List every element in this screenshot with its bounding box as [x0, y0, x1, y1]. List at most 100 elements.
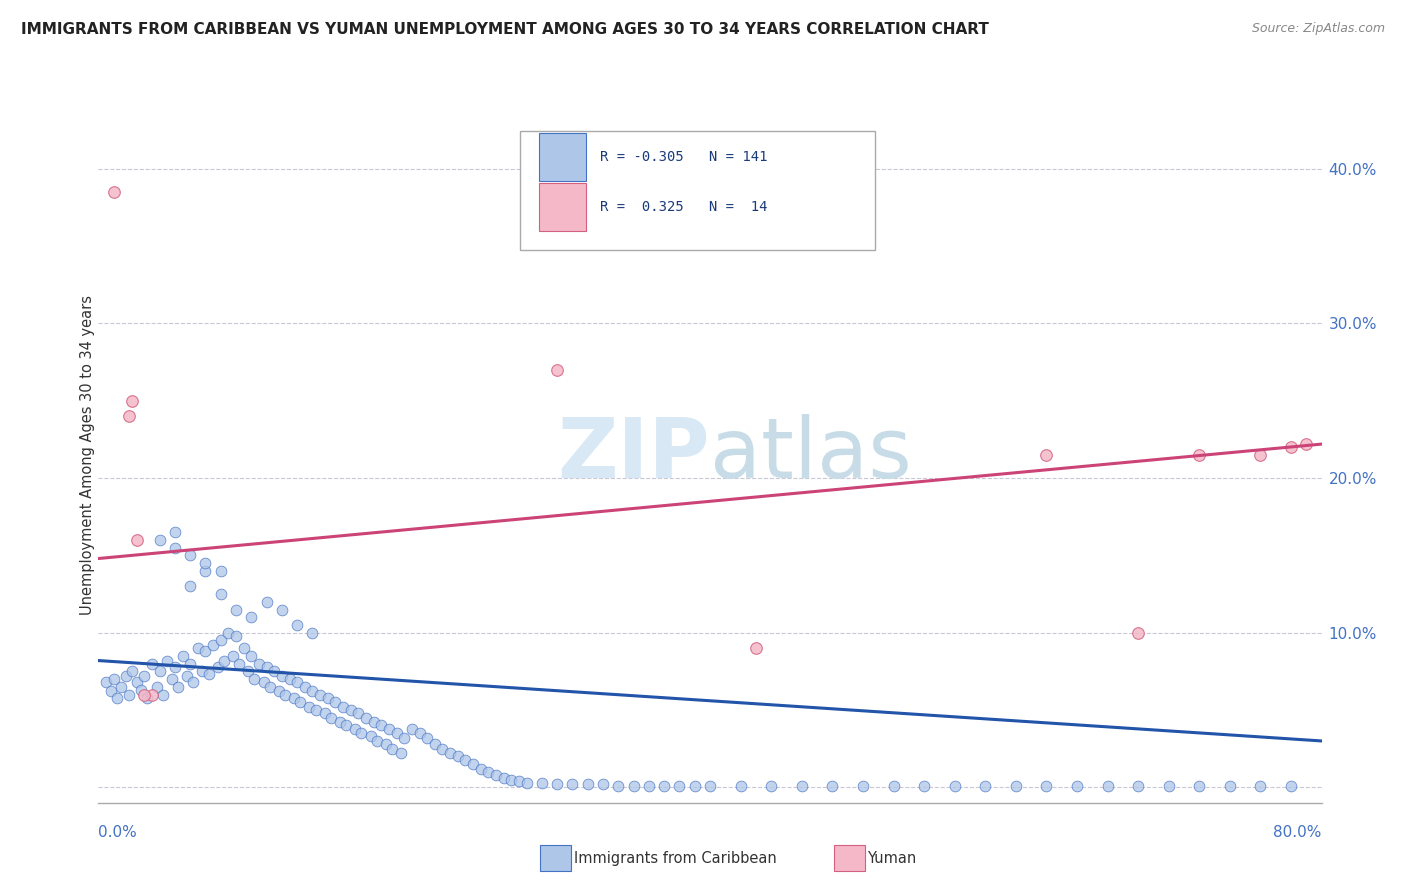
Point — [385, 726, 408, 740]
Point — [347, 706, 370, 720]
Point — [1128, 625, 1150, 640]
Point — [730, 779, 752, 793]
Point — [194, 644, 217, 658]
Point — [94, 675, 117, 690]
Text: atlas: atlas — [710, 415, 911, 495]
Point — [118, 688, 141, 702]
Point — [366, 734, 388, 748]
Point — [240, 610, 263, 624]
Point — [118, 409, 141, 424]
Text: IMMIGRANTS FROM CARIBBEAN VS YUMAN UNEMPLOYMENT AMONG AGES 30 TO 34 YEARS CORREL: IMMIGRANTS FROM CARIBBEAN VS YUMAN UNEMP… — [21, 22, 988, 37]
Point — [202, 638, 225, 652]
Point — [228, 657, 250, 671]
Point — [209, 633, 232, 648]
Point — [256, 659, 278, 673]
Point — [912, 779, 935, 793]
Point — [852, 779, 875, 793]
Point — [546, 363, 568, 377]
Point — [381, 741, 404, 756]
Point — [652, 779, 675, 793]
Point — [274, 688, 297, 702]
Point — [1097, 779, 1119, 793]
Point — [401, 722, 423, 736]
Point — [125, 675, 148, 690]
Point — [149, 533, 172, 547]
Point — [335, 718, 357, 732]
Point — [1295, 437, 1317, 451]
Point — [163, 659, 186, 673]
Point — [668, 779, 690, 793]
Point — [314, 706, 336, 720]
Point — [316, 690, 339, 705]
Point — [270, 602, 292, 616]
Point — [301, 684, 323, 698]
FancyBboxPatch shape — [538, 133, 586, 181]
Point — [225, 602, 247, 616]
Point — [278, 672, 301, 686]
Point — [134, 669, 156, 683]
Point — [1219, 779, 1241, 793]
Point — [883, 779, 905, 793]
Point — [1279, 779, 1302, 793]
Point — [309, 688, 332, 702]
Point — [141, 688, 163, 702]
Point — [267, 684, 290, 698]
Text: ZIP: ZIP — [558, 415, 710, 495]
Point — [149, 665, 172, 679]
Point — [374, 737, 396, 751]
Point — [354, 711, 377, 725]
Point — [172, 648, 194, 663]
Point — [238, 665, 260, 679]
Point — [270, 669, 292, 683]
Point — [152, 688, 174, 702]
Point — [121, 665, 143, 679]
Point — [298, 700, 321, 714]
Point — [105, 690, 128, 705]
Point — [974, 779, 997, 793]
Point — [222, 648, 245, 663]
Point — [283, 690, 305, 705]
Point — [508, 774, 530, 789]
Point — [160, 672, 183, 686]
Point — [470, 762, 492, 776]
Point — [344, 722, 367, 736]
Point — [339, 703, 361, 717]
Point — [294, 680, 316, 694]
Point — [637, 779, 661, 793]
Point — [136, 690, 159, 705]
Point — [217, 625, 239, 640]
Point — [163, 525, 186, 540]
Point — [134, 688, 156, 702]
Point — [329, 715, 352, 730]
Point — [1004, 779, 1026, 793]
Point — [1249, 779, 1271, 793]
Point — [252, 675, 274, 690]
Point — [263, 665, 285, 679]
Point — [432, 741, 454, 756]
Point — [141, 657, 163, 671]
Point — [461, 757, 484, 772]
Point — [243, 672, 266, 686]
Point — [125, 533, 148, 547]
Point — [561, 777, 583, 791]
Text: R =  0.325   N =  14: R = 0.325 N = 14 — [600, 200, 768, 214]
Point — [378, 722, 401, 736]
Point — [191, 665, 214, 679]
Point — [301, 625, 323, 640]
Point — [256, 595, 278, 609]
Point — [247, 657, 270, 671]
Point — [212, 654, 235, 668]
Point — [1035, 448, 1057, 462]
Point — [179, 579, 201, 593]
Point — [1157, 779, 1180, 793]
Point — [477, 764, 499, 779]
Text: Immigrants from Caribbean: Immigrants from Caribbean — [574, 851, 776, 865]
Point — [285, 675, 308, 690]
Text: Yuman: Yuman — [868, 851, 917, 865]
Point — [454, 752, 477, 766]
Point — [439, 747, 461, 761]
FancyBboxPatch shape — [520, 131, 875, 250]
Point — [163, 541, 186, 555]
Point — [683, 779, 706, 793]
Point — [516, 775, 538, 789]
